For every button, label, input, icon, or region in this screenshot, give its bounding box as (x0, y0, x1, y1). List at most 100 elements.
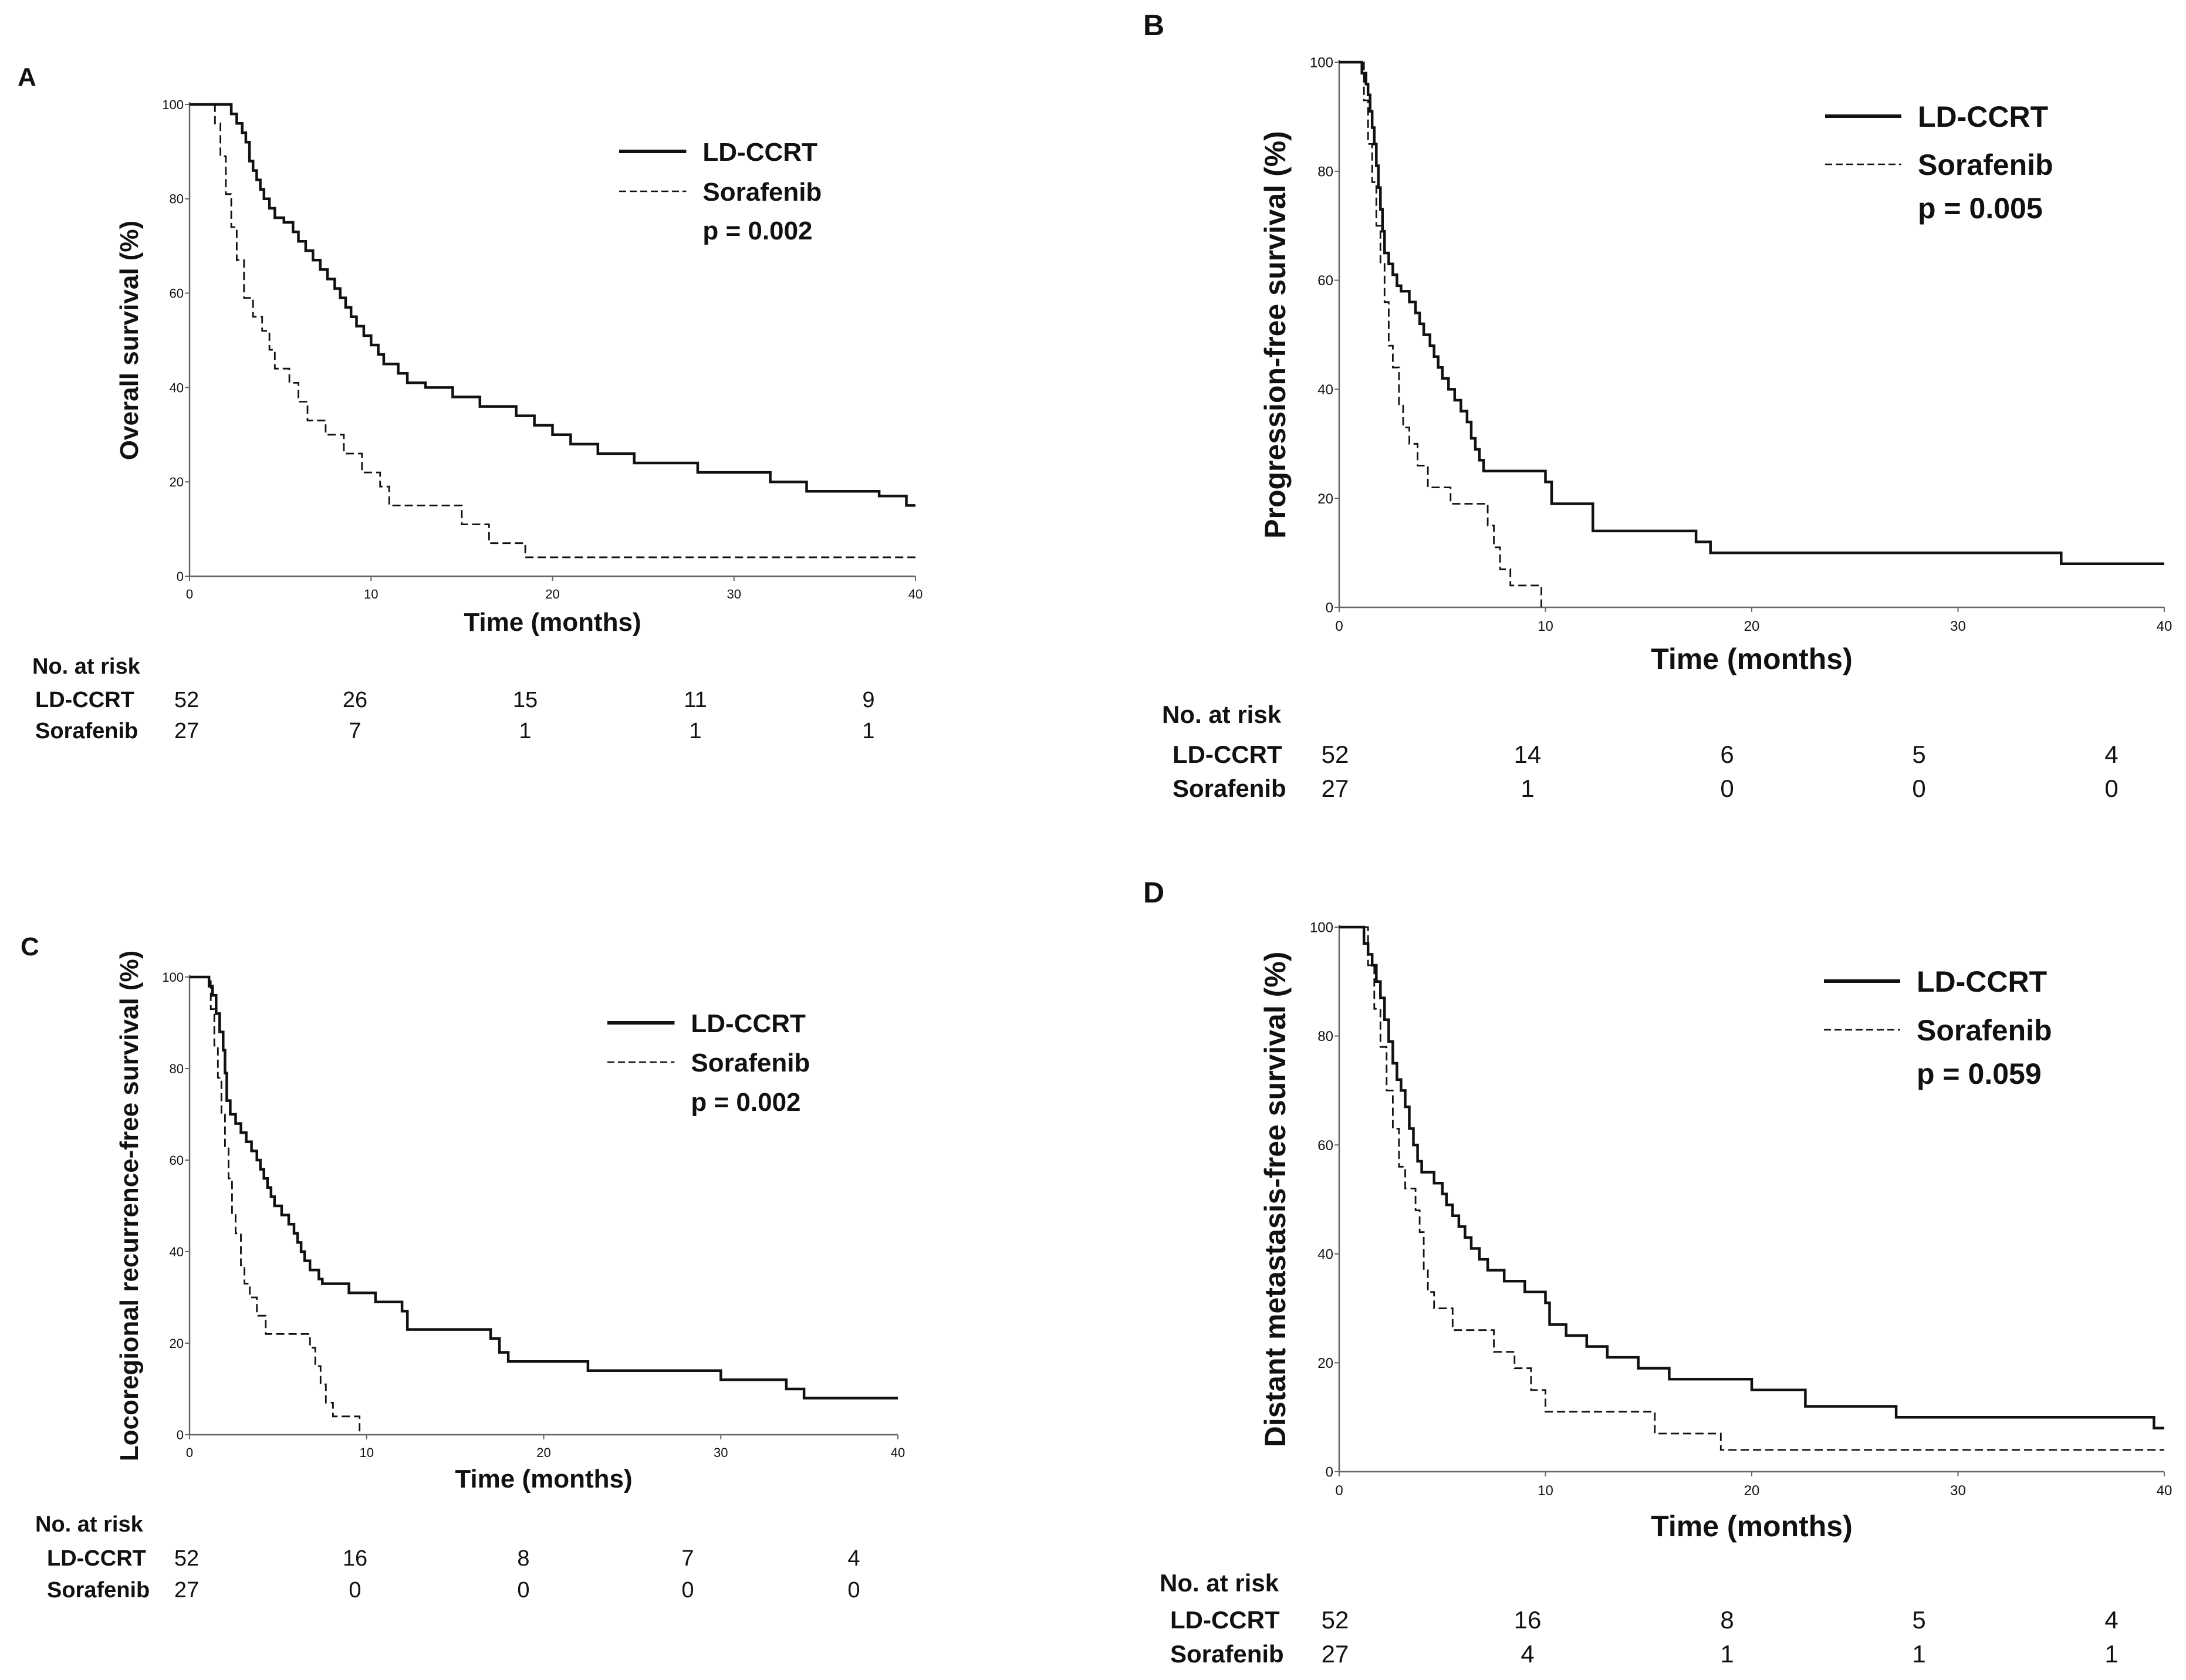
panel-d-risk-count: 1 (1912, 1640, 1925, 1668)
panel-b-risk-count: 6 (1720, 741, 1734, 768)
panel-c-risk-count: 0 (847, 1578, 860, 1603)
panel-d-risk-count: 5 (1912, 1606, 1925, 1634)
panel-d-risk-row-name: Sorafenib (1170, 1640, 1284, 1668)
panel-d-risk-count: 16 (1514, 1606, 1542, 1634)
panel-b-y-tick-label: 0 (1326, 600, 1333, 616)
panel-d: D 0 20 40 60 80 100 0 10 20 30 40 Time (months) Dista… (1143, 876, 2172, 1668)
panel-a-risk-count: 26 (343, 688, 367, 712)
panel-d-letter: D (1143, 876, 1164, 909)
panel-d-p-value: p = 0.059 (1917, 1057, 2042, 1090)
panel-a-y-tick-label: 0 (177, 569, 184, 584)
panel-d-risk-row-name: LD-CCRT (1170, 1606, 1280, 1634)
panel-a-x-tick-label: 40 (908, 587, 923, 601)
panel-a-legend-ld-ccrt: LD-CCRT (702, 138, 817, 167)
panel-d-y-tick-label: 0 (1326, 1465, 1333, 1480)
panel-c-risk-count: 27 (174, 1578, 199, 1603)
panel-b-risk-count: 0 (1912, 775, 1925, 802)
panel-b-p-value: p = 0.005 (1918, 192, 2043, 225)
panel-b-risk-table-title: No. at risk (1162, 701, 1282, 728)
panel-b-legend-ld-ccrt: LD-CCRT (1918, 100, 2048, 133)
panel-c-legend-ld-ccrt: LD-CCRT (691, 1009, 806, 1038)
panel-d-legend-sorafenib: Sorafenib (1917, 1014, 2052, 1047)
panel-c-risk-count: 0 (681, 1578, 694, 1603)
panel-c-p-value: p = 0.002 (691, 1088, 800, 1117)
panel-a-legend-sorafenib: Sorafenib (702, 178, 822, 207)
panel-d-risk-count: 1 (1720, 1640, 1734, 1668)
panel-d-y-axis-title: Distant metastasis-free survival (%) (1259, 952, 1292, 1448)
panel-c-risk-count: 8 (517, 1546, 529, 1571)
panel-a-risk-count: 27 (174, 719, 199, 743)
panel-d-risk-count: 27 (1322, 1640, 1349, 1668)
panel-c-x-tick-label: 20 (536, 1445, 550, 1460)
panel-c-risk-count: 16 (343, 1546, 367, 1571)
panel-a-risk-count: 15 (513, 688, 538, 712)
panel-c-risk-count: 7 (681, 1546, 694, 1571)
panel-d-risk-count: 1 (2104, 1640, 2118, 1668)
panel-b-curve-sorafenib (1339, 61, 1542, 607)
panel-c-risk-row-name: Sorafenib (47, 1578, 150, 1603)
panel-c-letter: C (21, 932, 39, 961)
panel-a-risk-count: 1 (862, 719, 874, 743)
panel-d-y-tick-label: 100 (1310, 920, 1333, 936)
panel-c-risk-count: 0 (349, 1578, 361, 1603)
panel-b-risk-count: 14 (1514, 741, 1542, 768)
panel-a-x-tick-label: 10 (364, 587, 378, 601)
panel-d-curve-ld-ccrt (1339, 925, 2164, 1430)
panel-c-y-tick-label: 0 (177, 1428, 184, 1442)
panel-a-y-tick-label: 20 (170, 475, 184, 489)
panel-a-risk-row-name: Sorafenib (35, 719, 138, 743)
panel-a-risk-count: 52 (174, 688, 199, 712)
panel-c-x-tick-label: 0 (186, 1445, 193, 1460)
panel-b-x-tick-label: 20 (1744, 618, 1760, 634)
panel-d-y-tick-label: 40 (1317, 1246, 1333, 1262)
panel-c-x-axis-title: Time (months) (455, 1465, 632, 1493)
panel-a-p-value: p = 0.002 (702, 217, 812, 245)
panel-a-x-axis-title: Time (months) (464, 608, 641, 637)
panel-c-y-tick-label: 80 (170, 1062, 184, 1076)
panel-c-risk-count: 4 (847, 1546, 860, 1571)
panel-d-y-tick-label: 80 (1317, 1029, 1333, 1044)
panel-a-y-tick-label: 80 (170, 192, 184, 207)
panel-b-risk-count: 4 (2104, 741, 2118, 768)
panel-a-y-tick-label: 60 (170, 286, 184, 301)
panel-c-risk-count: 52 (174, 1546, 199, 1571)
panel-c-risk-table-title: No. at risk (35, 1512, 144, 1537)
panel-b-curve-ld-ccrt (1339, 60, 2164, 565)
panel-a-risk-row-name: LD-CCRT (35, 688, 134, 712)
panel-d-legend-ld-ccrt: LD-CCRT (1917, 965, 2047, 998)
panel-d-risk-count: 8 (1720, 1606, 1734, 1634)
panel-b-risk-row-name: LD-CCRT (1173, 741, 1282, 768)
panel-d-x-tick-label: 20 (1744, 1483, 1760, 1499)
panel-b-letter: B (1143, 9, 1164, 42)
panel-d-curve-sorafenib (1339, 926, 2164, 1451)
panel-b-x-axis-title: Time (months) (1651, 643, 1853, 675)
panel-c-y-tick-label: 60 (170, 1153, 184, 1168)
panel-a-x-tick-label: 20 (545, 587, 559, 601)
panel-a-curve-ld-ccrt (190, 103, 915, 507)
panel-c-x-tick-label: 30 (714, 1445, 728, 1460)
panel-d-x-tick-label: 0 (1335, 1483, 1343, 1499)
panel-a: A 0 20 40 60 80 100 0 10 20 30 40 Time (months) Overa… (18, 63, 923, 743)
panel-b-y-tick-label: 20 (1317, 491, 1333, 507)
panel-d-x-tick-label: 10 (1538, 1483, 1553, 1499)
panel-b-risk-count: 0 (1720, 775, 1734, 802)
panel-c-curve-ld-ccrt (190, 975, 898, 1400)
panel-c-risk-row-name: LD-CCRT (47, 1546, 146, 1571)
panel-c-y-axis-title: Locoregional recurrence-free survival (%… (115, 951, 144, 1462)
panel-b-risk-count: 1 (1521, 775, 1534, 802)
panel-b-y-tick-label: 80 (1317, 164, 1333, 180)
panel-b-risk-row-name: Sorafenib (1173, 775, 1286, 802)
panel-a-letter: A (18, 63, 36, 92)
panel-c-y-tick-label: 20 (170, 1336, 184, 1351)
panel-b-risk-count: 52 (1322, 741, 1349, 768)
panel-c-y-tick-label: 100 (162, 970, 184, 985)
panel-b-legend-sorafenib: Sorafenib (1918, 148, 2053, 181)
panel-d-x-tick-label: 40 (2157, 1483, 2173, 1499)
panel-a-y-axis-title: Overall survival (%) (115, 221, 144, 460)
panel-b-risk-count: 0 (2104, 775, 2118, 802)
panel-d-x-axis-title: Time (months) (1651, 1510, 1853, 1543)
panel-b-x-tick-label: 30 (1950, 618, 1966, 634)
panel-a-x-tick-label: 30 (727, 587, 741, 601)
